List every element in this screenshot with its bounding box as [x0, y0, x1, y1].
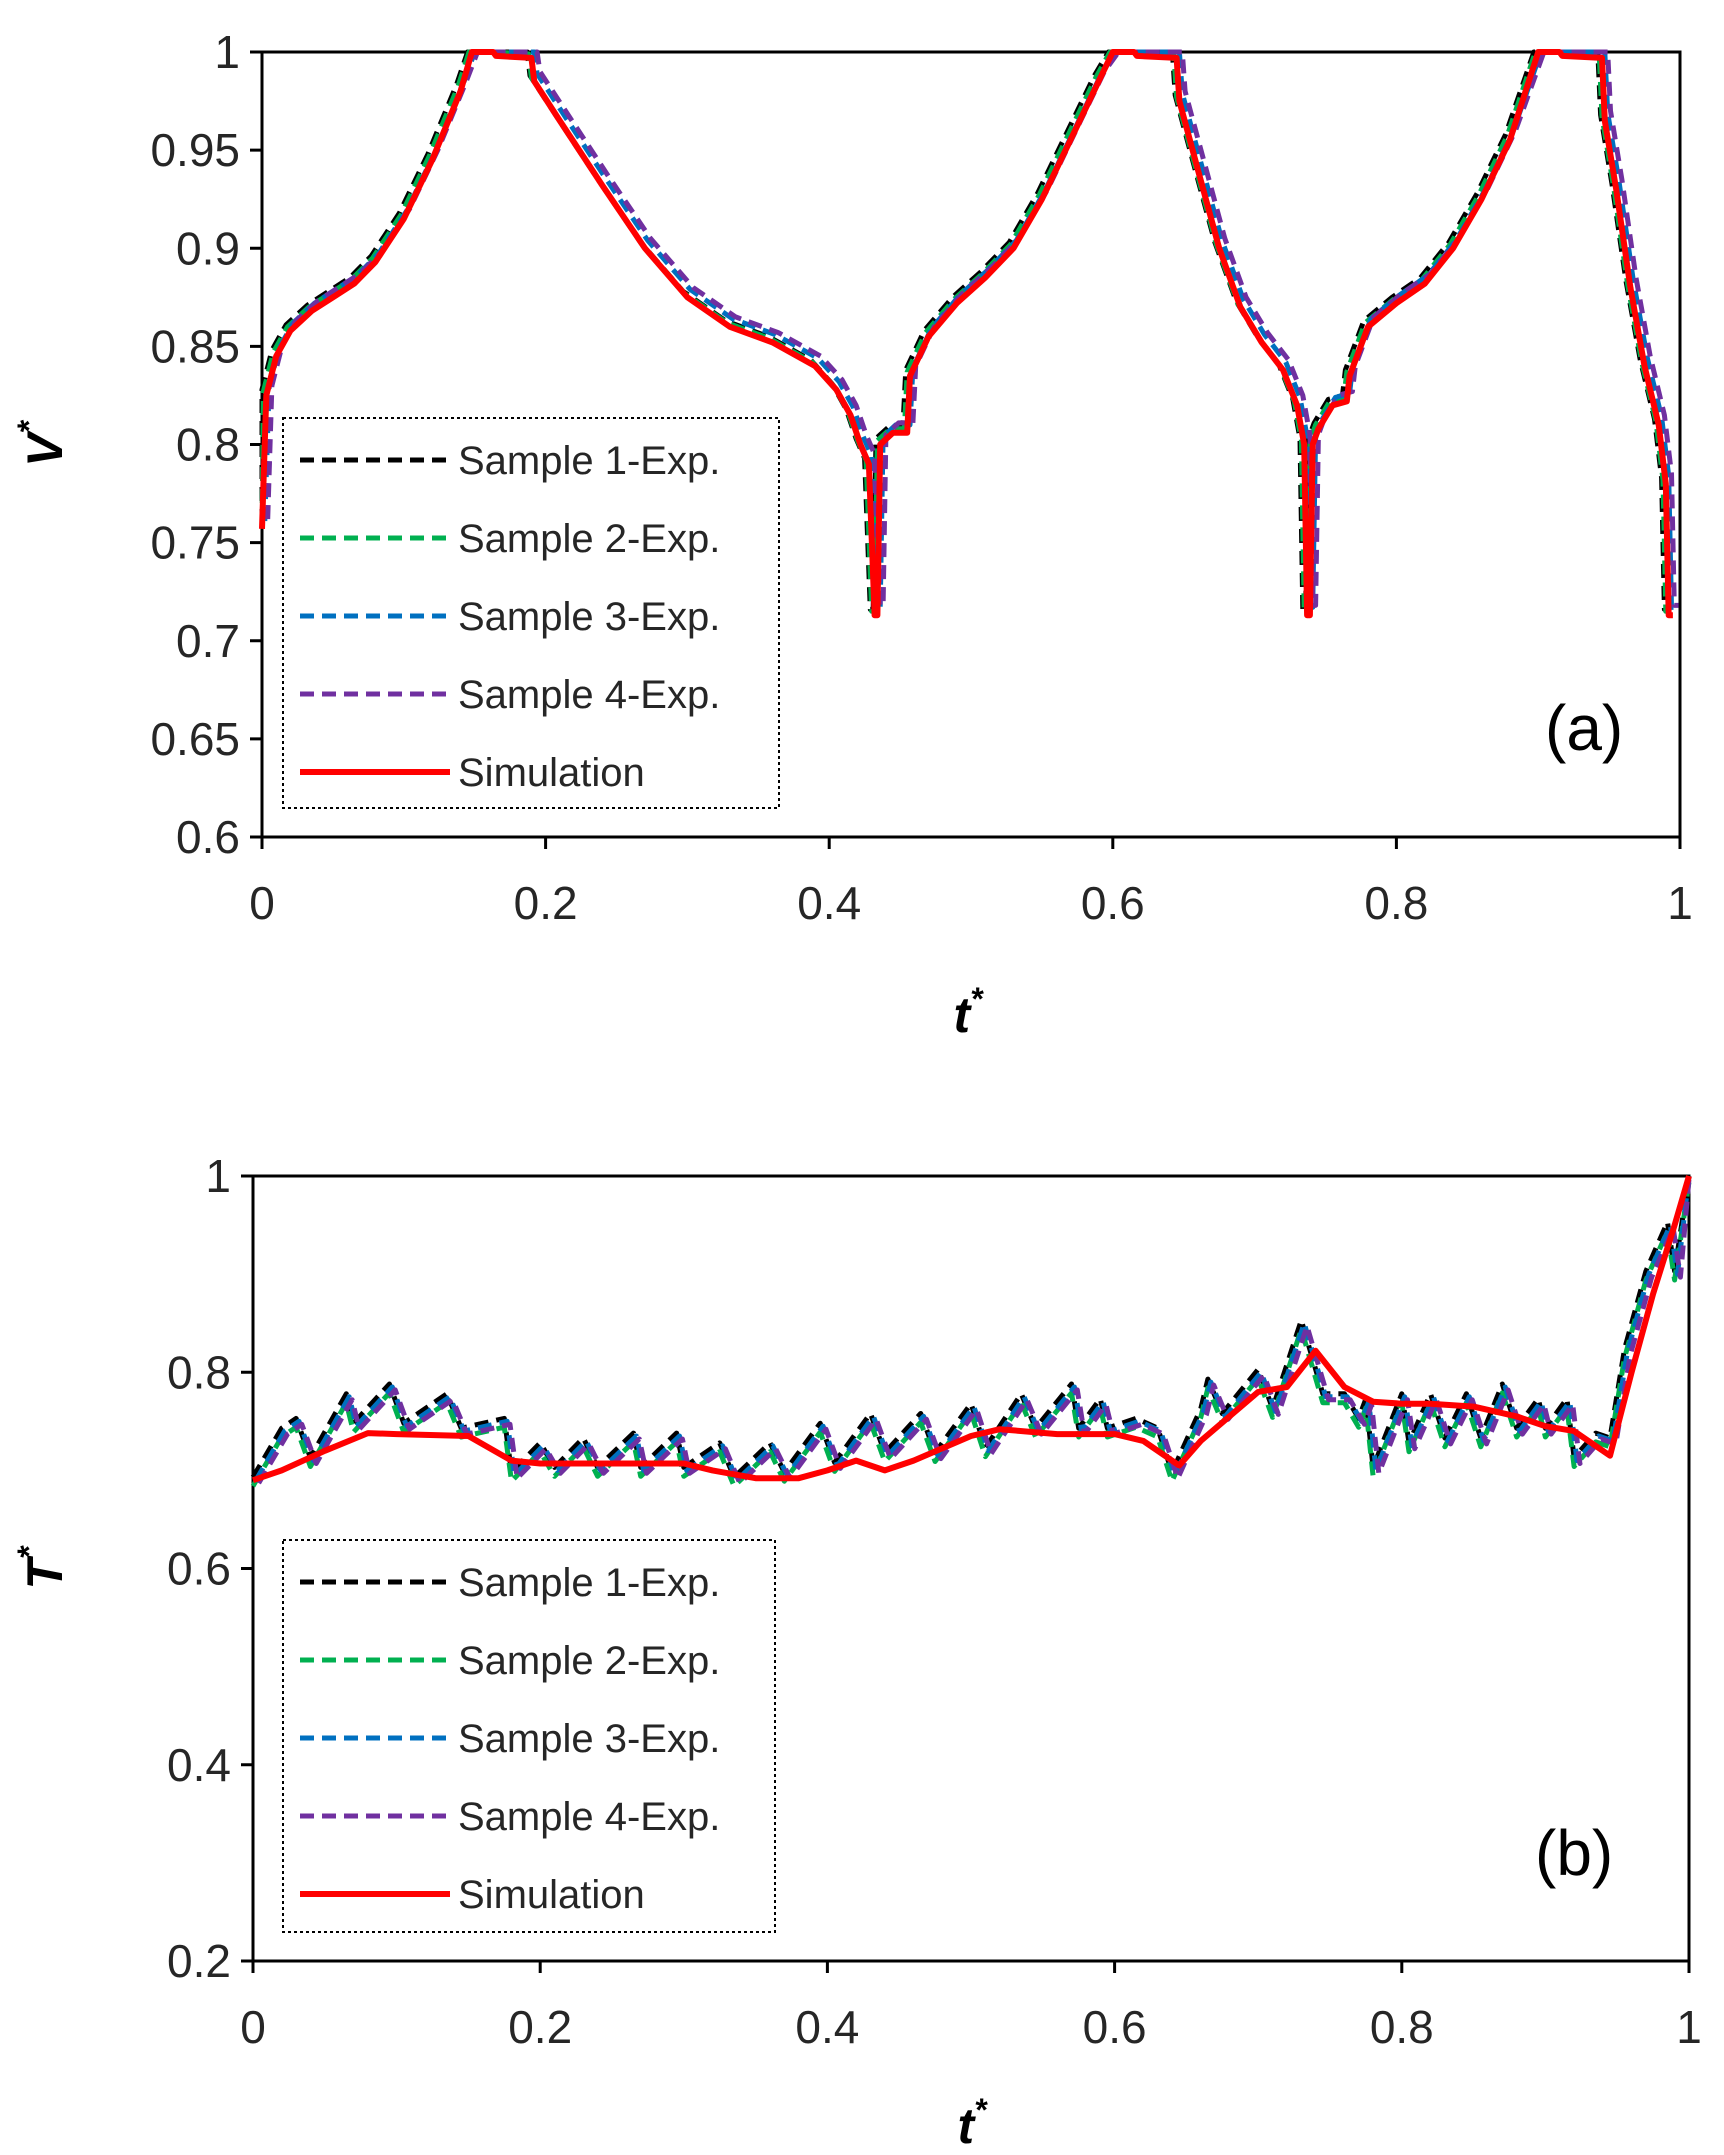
y-axis-title-a-main: V: [17, 430, 73, 467]
panel-label-b: (b): [1535, 1817, 1613, 1889]
legend-label: Sample 2-Exp.: [458, 517, 720, 561]
legend-label: Sample 2-Exp.: [458, 1639, 720, 1683]
x-tick-label: 0.6: [1081, 877, 1145, 929]
chart-panel-a: 0.6 0.65 0.7 0.75 0.8 0.85 0.9 0.95 1 0 0.2 0.4 0.6…: [11, 26, 1693, 1043]
legend-label: Sample 4-Exp.: [458, 673, 720, 717]
legend-b: Sample 1-Exp. Sample 2-Exp. Sample 3-Exp. S…: [282, 1539, 776, 1933]
legend-a: Sample 1-Exp. Sample 2-Exp. Sample 3-Exp. S…: [282, 417, 780, 809]
legend-label: Sample 3-Exp.: [458, 1717, 720, 1761]
y-tick-label: 0.6: [176, 811, 240, 863]
legend-label: Simulation: [458, 1873, 645, 1917]
series-group-a: [259, 49, 1679, 619]
y-axis-title-a: V*: [11, 420, 73, 467]
y-axis-a: 0.6 0.65 0.7 0.75 0.8 0.85 0.9 0.95 1: [150, 26, 262, 863]
x-tick-label: 0.2: [508, 2001, 572, 2053]
x-tick-label: 0: [249, 877, 275, 929]
x-axis-title-b: t*: [957, 2092, 988, 2154]
x-axis-title-a-main: t: [953, 987, 972, 1043]
legend-label: Sample 1-Exp.: [458, 439, 720, 483]
y-tick-label: 1: [214, 26, 240, 78]
series-group-b: [250, 1175, 1692, 1489]
x-tick-label: 0: [240, 2001, 266, 2053]
y-axis-title-b-sup: *: [11, 1545, 47, 1559]
y-axis-title-b: T*: [11, 1545, 73, 1590]
series-line-simulation: [259, 49, 1673, 619]
legend-box-a: [282, 417, 780, 809]
x-tick-label: 0.4: [797, 877, 861, 929]
x-tick-label: 0.2: [514, 877, 578, 929]
y-tick-label: 0.65: [150, 713, 240, 765]
x-axis-title-b-main: t: [957, 2098, 976, 2154]
series-line-simulation: [252, 1175, 1692, 1484]
legend-label: Sample 3-Exp.: [458, 595, 720, 639]
y-tick-label: 0.4: [167, 1739, 231, 1791]
x-axis-title-a-sup: *: [970, 981, 984, 1017]
y-axis-b: 0.2 0.4 0.6 0.8 1: [167, 1150, 253, 1987]
x-tick-label: 0.4: [795, 2001, 859, 2053]
x-tick-label: 0.6: [1083, 2001, 1147, 2053]
y-tick-label: 0.75: [150, 517, 240, 569]
y-tick-label: 0.7: [176, 615, 240, 667]
x-axis-a: 0 0.2 0.4 0.6 0.8 1: [249, 837, 1693, 929]
series-line-sample-2-exp: [259, 49, 1671, 614]
chart-panel-b: 0.20.40.60.81 0 0.2 0.4 0.6 0.8 1 t* T* (b) S…: [11, 1150, 1702, 2154]
panel-label-a: (a): [1545, 692, 1623, 764]
y-tick-label: 0.95: [150, 124, 240, 176]
x-tick-label: 0.8: [1370, 2001, 1434, 2053]
legend-box-b: [282, 1539, 776, 1933]
y-tick-label: 0.6: [167, 1543, 231, 1595]
y-axis-title-b-main: T: [17, 1555, 73, 1590]
x-tick-label: 0.8: [1364, 877, 1428, 929]
x-axis-title-a: t*: [953, 981, 984, 1043]
x-axis-title-b-sup: *: [974, 2092, 988, 2128]
x-tick-label: 1: [1676, 2001, 1702, 2053]
y-tick-label: 1: [205, 1150, 231, 1202]
x-axis-b: 0 0.2 0.4 0.6 0.8 1: [240, 1961, 1702, 2053]
legend-label: Simulation: [458, 751, 645, 795]
x-tick-label: 1: [1667, 877, 1693, 929]
legend-label: Sample 4-Exp.: [458, 1795, 720, 1839]
y-axis-title-a-sup: *: [11, 420, 47, 434]
y-tick-label: 0.2: [167, 1935, 231, 1987]
legend-label: Sample 1-Exp.: [458, 1561, 720, 1605]
series-line-sample-4-exp: [265, 49, 1679, 608]
y-tick-label: 0.9: [176, 222, 240, 274]
y-tick-label: 0.85: [150, 320, 240, 372]
y-tick-label: 0.8: [176, 419, 240, 471]
y-tick-label: 0.8: [167, 1346, 231, 1398]
